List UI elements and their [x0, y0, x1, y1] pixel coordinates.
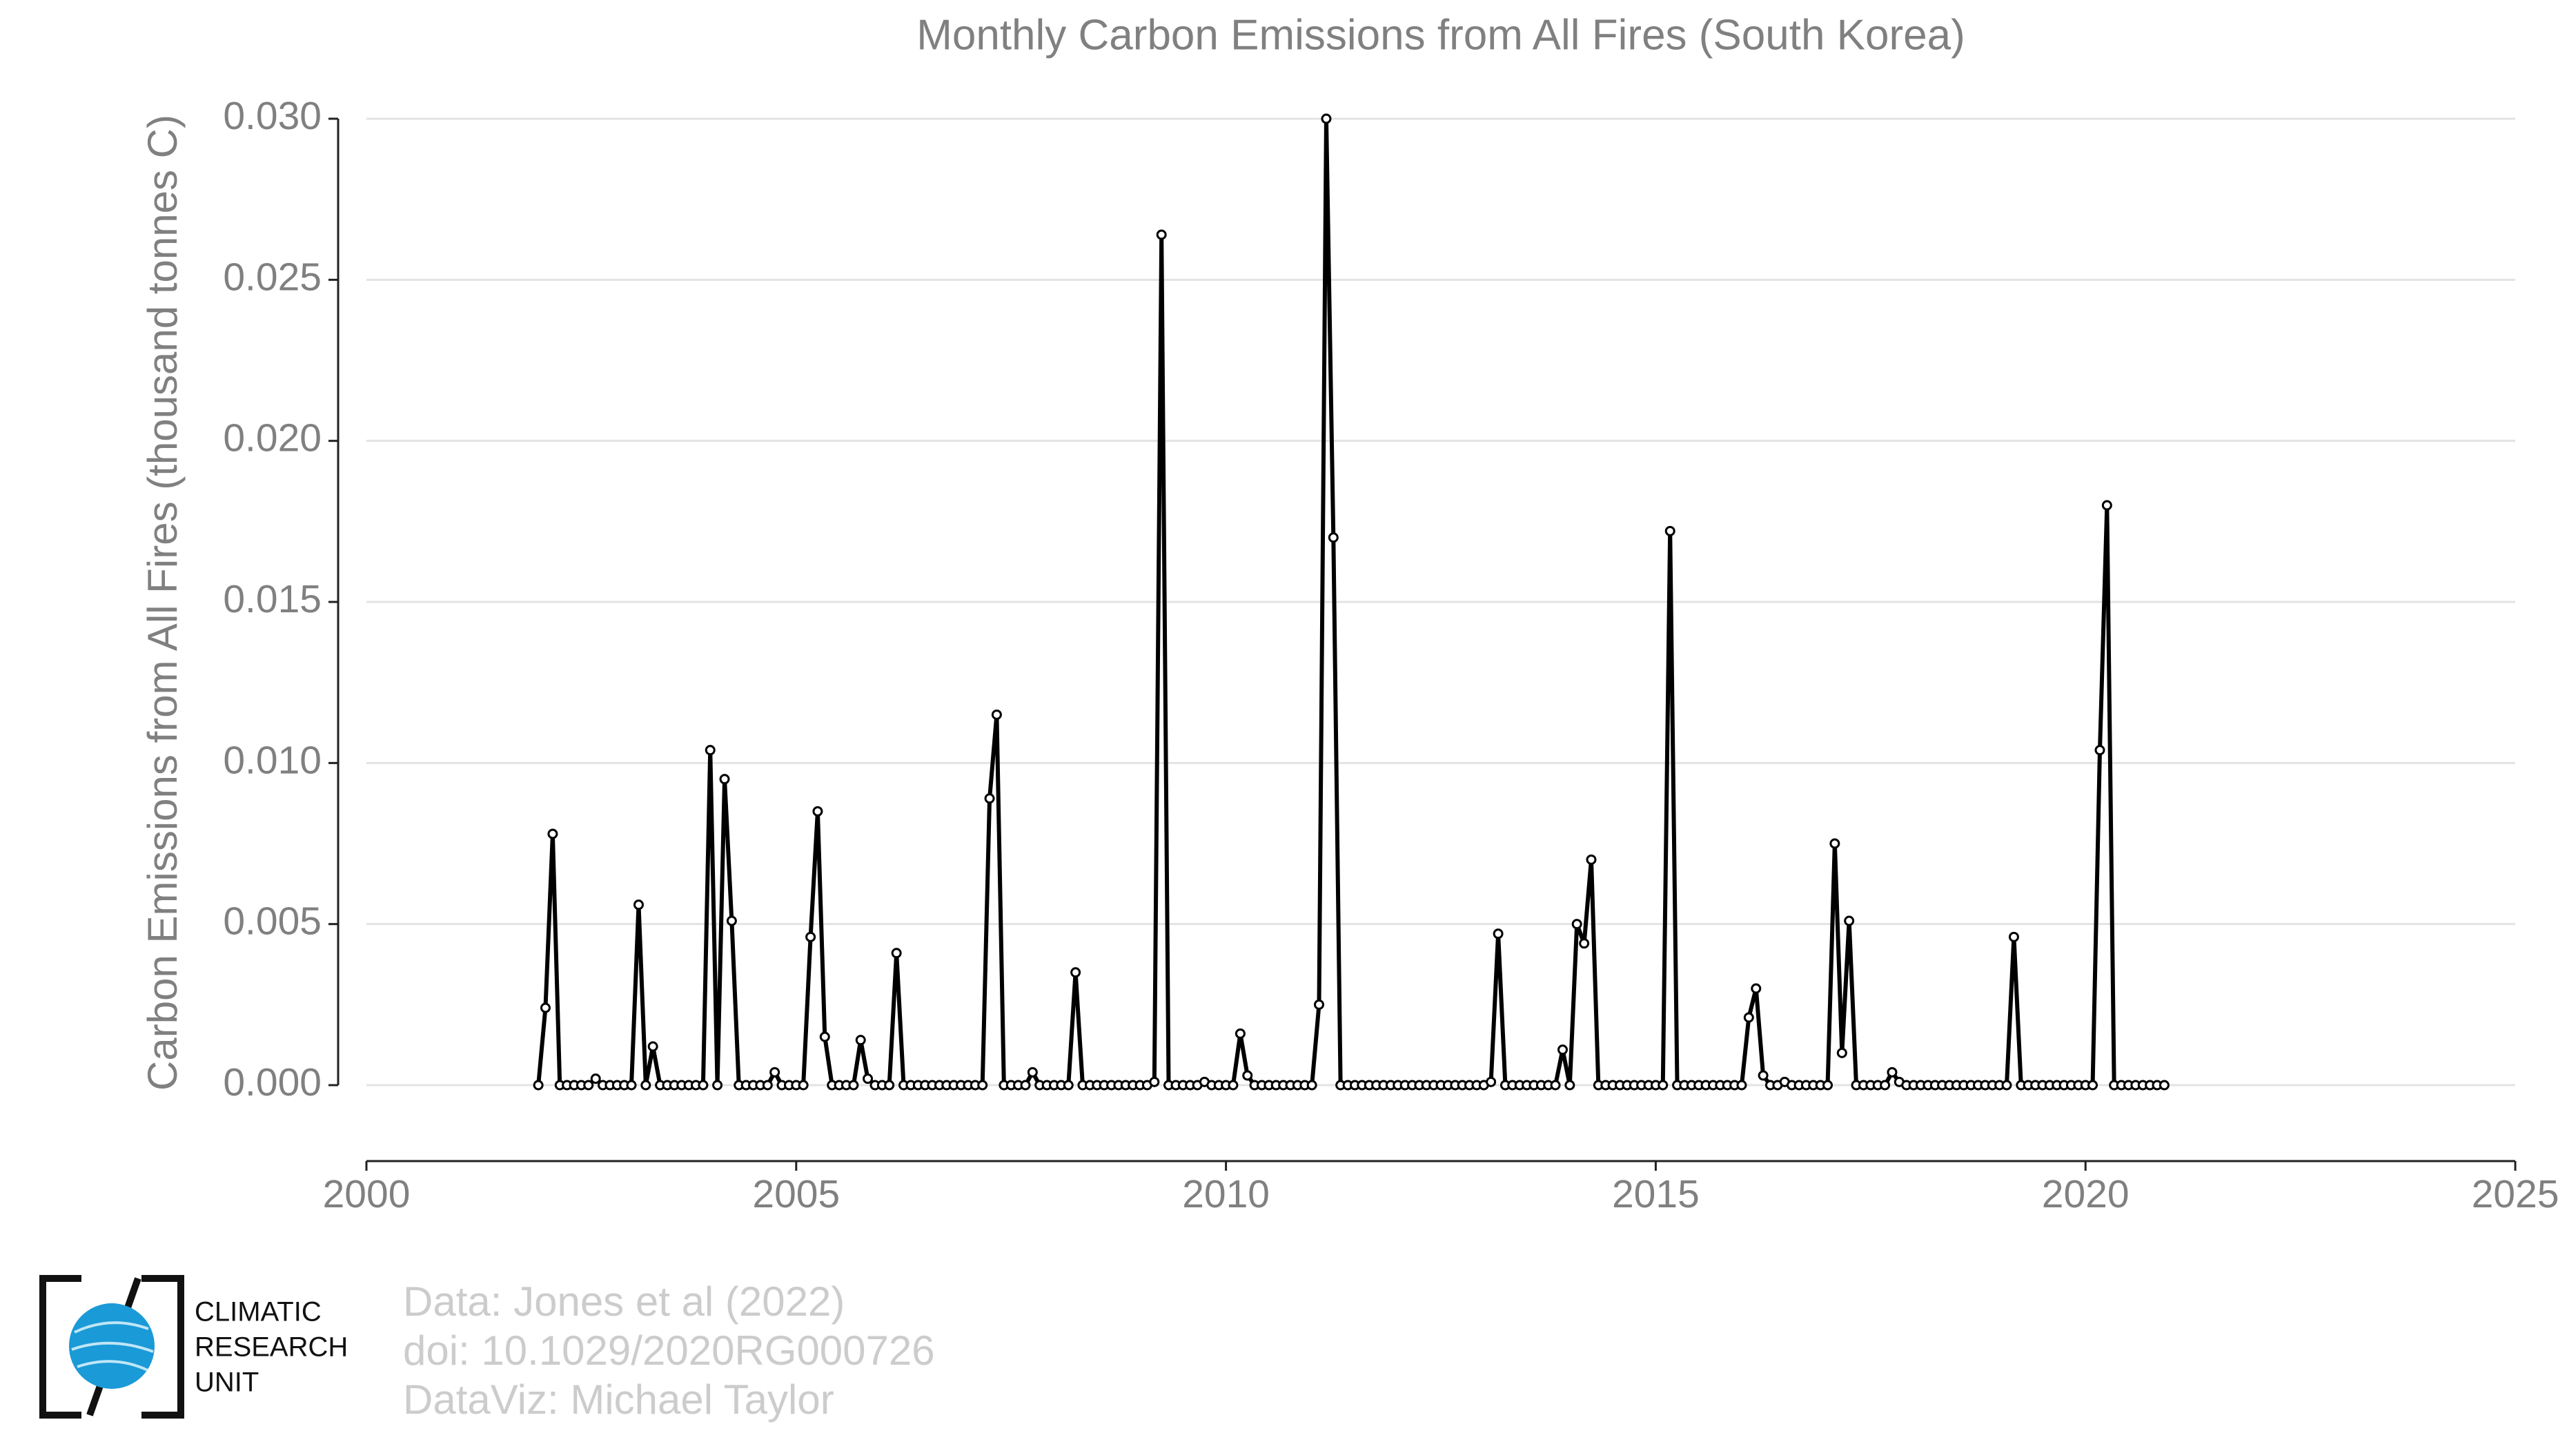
data-point — [1242, 1070, 1253, 1081]
data-point — [1306, 1080, 1317, 1091]
data-point — [855, 1035, 866, 1046]
data-point — [2087, 1080, 2098, 1091]
data-point — [583, 1080, 594, 1091]
y-tick-label: 0.030 — [223, 94, 322, 138]
data-point — [633, 899, 644, 910]
data-point — [2001, 1080, 2012, 1091]
logo-text: UNIT — [195, 1367, 259, 1398]
y-tick-label: 0.020 — [223, 416, 322, 460]
data-point — [1571, 919, 1582, 930]
x-tick-label: 2010 — [1182, 1172, 1270, 1216]
data-point — [819, 1031, 830, 1042]
data-point — [533, 1080, 544, 1091]
x-tick-label: 2000 — [323, 1172, 411, 1216]
data-point — [1070, 967, 1081, 978]
x-tick-label: 2015 — [1612, 1172, 1700, 1216]
data-point — [805, 931, 816, 942]
data-point — [1736, 1080, 1747, 1091]
data-point — [984, 793, 995, 804]
data-point — [1844, 915, 1855, 926]
y-tick-label: 0.015 — [223, 577, 322, 621]
data-point — [705, 745, 716, 756]
data-point — [1658, 1080, 1669, 1091]
data-point — [2094, 745, 2105, 756]
data-point — [884, 1080, 895, 1091]
data-point — [1887, 1067, 1898, 1078]
data-point — [1743, 1012, 1754, 1023]
y-tick-label: 0.000 — [223, 1060, 322, 1104]
data-point — [640, 1080, 651, 1091]
data-point — [1829, 838, 1840, 849]
y-tick-label: 0.010 — [223, 738, 322, 782]
data-point — [626, 1080, 637, 1091]
data-point — [991, 709, 1002, 720]
data-point — [726, 915, 737, 926]
data-point — [1664, 525, 1675, 536]
data-point — [698, 1080, 709, 1091]
y-tick-label: 0.005 — [223, 899, 322, 944]
y-axis-label: Carbon Emissions from All Fires (thousan… — [139, 115, 186, 1091]
data-point — [769, 1067, 780, 1078]
x-tick-label: 2025 — [2472, 1172, 2559, 1216]
data-point — [1020, 1080, 1031, 1091]
data-point — [1313, 999, 1324, 1010]
data-point — [798, 1080, 809, 1091]
data-point — [1758, 1070, 1769, 1081]
credit: Data: Jones et al (2022) — [403, 1278, 845, 1325]
y-tick-label: 0.025 — [223, 255, 322, 299]
logo-bracket — [141, 1275, 184, 1419]
data-point — [1880, 1080, 1891, 1091]
data-point — [1564, 1080, 1575, 1091]
credit: doi: 10.1029/2020RG000726 — [403, 1327, 935, 1374]
data-point — [863, 1073, 874, 1084]
data-point — [719, 774, 730, 785]
data-point — [547, 828, 558, 839]
data-point — [1751, 983, 1762, 994]
logo-globe-lines — [71, 1321, 154, 1372]
data-point — [1579, 938, 1590, 949]
data-point — [1321, 113, 1332, 124]
data-point — [647, 1041, 658, 1052]
data-point — [1557, 1044, 1569, 1055]
data-point — [2101, 500, 2112, 511]
data-point — [1156, 229, 1167, 240]
data-point — [540, 1002, 551, 1013]
data-point — [1486, 1076, 1497, 1087]
chart-title: Monthly Carbon Emissions from All Fires … — [916, 11, 1965, 59]
data-point — [1063, 1080, 1074, 1091]
data-point — [1822, 1080, 1833, 1091]
data-point — [1550, 1080, 1561, 1091]
data-point — [762, 1080, 773, 1091]
data-point — [1228, 1080, 1239, 1091]
data-point — [812, 806, 823, 817]
x-tick-label: 2020 — [2042, 1172, 2130, 1216]
data-point — [1149, 1076, 1160, 1087]
data-point — [712, 1080, 723, 1091]
data-point — [891, 948, 902, 959]
data-point — [2008, 931, 2019, 942]
data-point — [1328, 532, 1339, 543]
logo-text: RESEARCH — [195, 1332, 348, 1363]
logo: CLIMATIC RESEARCH UNIT — [39, 1275, 348, 1419]
data-point — [590, 1073, 601, 1084]
data-point — [1586, 854, 1597, 865]
data-point — [1027, 1067, 1038, 1078]
data-point — [2159, 1080, 2170, 1091]
x-tick-label: 2005 — [752, 1172, 840, 1216]
logo-bracket — [39, 1275, 81, 1419]
data-point — [1836, 1047, 1847, 1058]
credit: DataViz: Michael Taylor — [403, 1376, 834, 1423]
data-point — [1493, 928, 1504, 939]
data-point — [977, 1080, 988, 1091]
data-point — [848, 1080, 859, 1091]
data-point — [1235, 1028, 1246, 1039]
logo-text: CLIMATIC — [195, 1297, 322, 1327]
